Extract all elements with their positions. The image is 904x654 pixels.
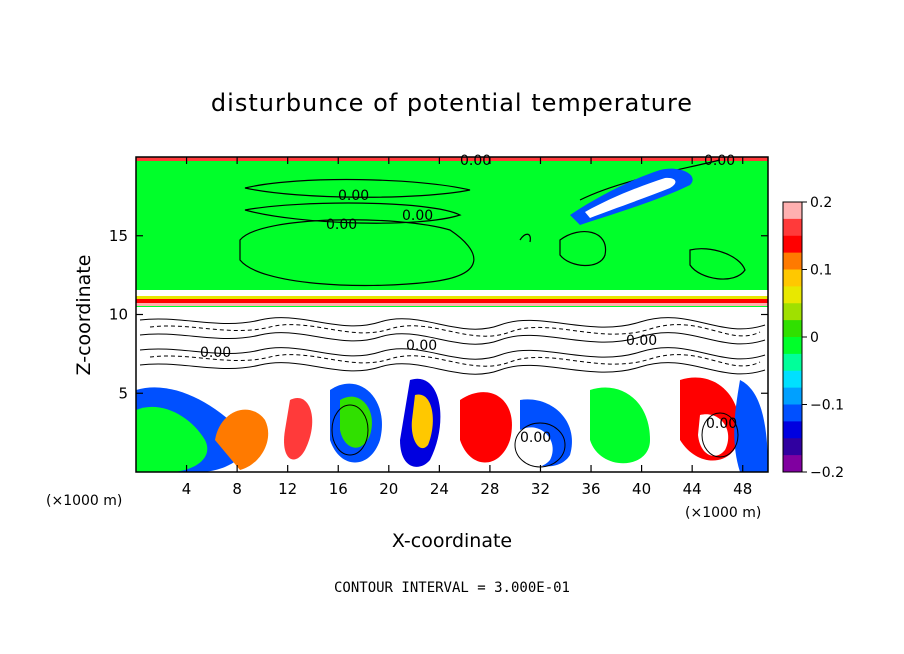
blue-region-right [734,380,768,472]
x-axis-label: X-coordinate [392,530,512,552]
x-tick-label: 16 [329,480,348,498]
colorbar-swatch [783,353,802,372]
chart-title: disturbunce of potential temperature [211,89,693,117]
y-axis-label: Z-coordinate [73,255,95,376]
red-plume-1 [284,398,313,460]
x-tick-label: 32 [531,480,550,498]
colorbar-swatch [783,303,802,321]
colorbar-tick-label: 0 [810,330,819,346]
contour-label-3: 0.00 [338,188,369,204]
stable-layer-pink [136,303,768,306]
y-tick-label: 10 [109,306,128,324]
orange-plume-1 [215,409,269,470]
x-tick-label: 36 [581,480,600,498]
colorbar-swatch [783,202,802,220]
contour-label-6: 0.00 [406,338,437,354]
colorbar-swatch [783,320,802,338]
y-tick-label: 15 [109,227,128,245]
contour-interval: CONTOUR INTERVAL = 3.000E-01 [334,580,570,596]
x-tick-label: 8 [232,480,242,498]
colorbar-swatch [783,370,802,389]
colorbar-swatch [783,286,802,304]
yellow-plume-3 [411,394,433,449]
x-tick-label: 24 [430,480,449,498]
stable-layer-yellow [136,296,768,299]
contour-label-5: 0.00 [402,208,433,224]
x-axis: 4 8 12 16 20 24 28 32 36 40 44 48 [182,157,752,498]
colorbar-swatch [783,421,802,439]
contour-label-4: 0.00 [326,217,357,233]
colorbar-swatch [783,252,802,270]
y-axis: 5 10 15 [109,227,768,402]
white-cell-2 [698,414,729,456]
colorbar-tick-label: 0.2 [810,195,832,211]
colorbar-swatch [783,235,802,254]
x-tick-label: 4 [182,480,192,498]
red-plume-4 [460,392,512,463]
contour-label-1: 0.00 [460,153,491,169]
x-tick-label: 20 [379,480,398,498]
colorbar-swatch [783,337,802,355]
colorbar-swatch [783,218,802,237]
white-cell-1 [518,427,553,467]
contour-label-8: 0.00 [200,345,231,361]
colorbar-tick-label: 0.1 [810,263,832,279]
contour-label-7: 0.00 [626,333,657,349]
colorbar-swatch [783,269,802,287]
colorbar-swatch [783,455,802,473]
x-tick-label: 28 [480,480,499,498]
x-tick-label: 40 [632,480,651,498]
contour-label-2: 0.00 [704,153,735,169]
x-tick-label: 48 [733,480,752,498]
colorbar-swatch [783,404,802,422]
colorbar-swatch [783,438,802,456]
stable-layer-red [136,299,768,303]
y-tick-label: 5 [118,384,128,402]
green-plume-6 [590,387,650,464]
colorbar-tick-label: −0.2 [810,465,844,481]
contour-label-10: 0.00 [706,416,737,432]
x-unit-left: (×1000 m) [46,493,122,509]
mid-contours [139,317,766,468]
upper-right-white [585,177,676,218]
upper-contours [239,159,746,287]
colorbar: 0.2 0.1 0 −0.1 −0.2 [782,195,844,481]
x-tick-label: 12 [278,480,297,498]
top-band [136,157,768,161]
colorbar-tick-label: −0.1 [810,398,844,414]
plot-area [136,157,768,472]
green-plume-2 [340,396,372,448]
contour-label-9: 0.00 [520,430,551,446]
x-unit-right: (×1000 m) [685,505,761,521]
colorbar-swatch [783,387,802,405]
green-region-left [136,406,208,472]
x-tick-label: 44 [683,480,702,498]
stable-layer-white [136,290,768,296]
